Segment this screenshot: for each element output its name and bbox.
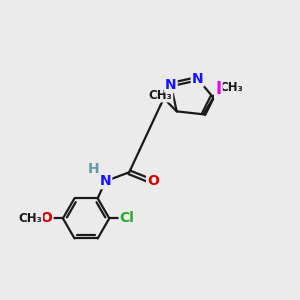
Text: CH₃: CH₃ bbox=[220, 81, 244, 94]
Text: I: I bbox=[215, 80, 221, 98]
Text: N: N bbox=[165, 78, 177, 92]
Text: CH₃: CH₃ bbox=[148, 88, 172, 101]
Text: O: O bbox=[147, 174, 159, 188]
Text: Cl: Cl bbox=[120, 212, 135, 225]
Text: N: N bbox=[100, 174, 111, 188]
Text: N: N bbox=[192, 72, 203, 86]
Text: CH₃: CH₃ bbox=[18, 212, 42, 225]
Text: O: O bbox=[40, 212, 52, 225]
Text: H: H bbox=[88, 162, 99, 176]
